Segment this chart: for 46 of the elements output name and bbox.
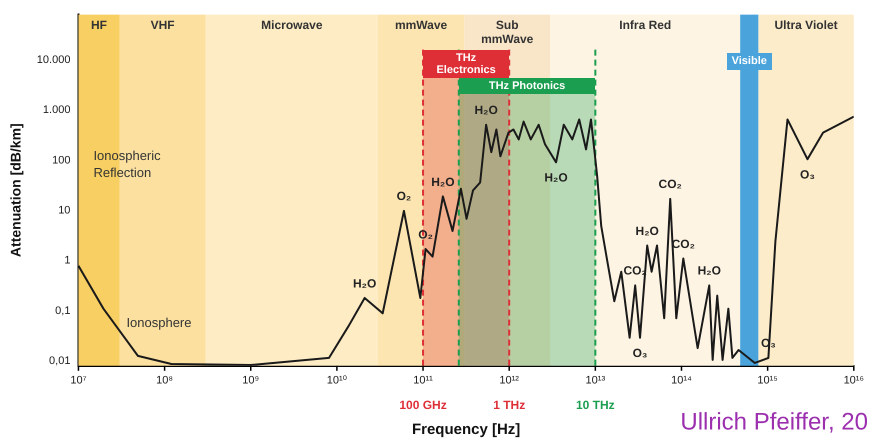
x-tick-label: 10¹² xyxy=(499,374,520,386)
x-tick-label: 10¹¹ xyxy=(413,374,434,386)
ref-line-label: 10 THz xyxy=(576,398,615,412)
text: Ullrich Pfeiffer, 20 xyxy=(680,408,868,436)
x-tick-label: 10¹⁴ xyxy=(671,374,692,386)
annotation: CO₂ xyxy=(658,177,682,192)
x-axis-title: Frequency [Hz] xyxy=(412,421,520,438)
annotation: H₂O xyxy=(474,103,498,118)
y-axis-title: Attenuation [dB/km] xyxy=(7,123,24,258)
annotation: O₃ xyxy=(800,168,815,182)
x-tick-label: 10¹⁶ xyxy=(844,374,864,386)
band-label: Sub mmWave xyxy=(481,18,534,46)
y-tick-label: 1 xyxy=(64,254,70,267)
x-tick-label: 10⁹ xyxy=(242,374,260,386)
y-tick-label: 10 xyxy=(58,204,70,216)
label-tag: THz Photonics xyxy=(458,78,596,94)
annotation: Ionospheric Reflection xyxy=(93,148,162,180)
x-tick-label: 10¹⁵ xyxy=(757,374,778,386)
annotation: Ionosphere xyxy=(126,315,192,330)
x-tick-label: 10⁸ xyxy=(156,374,174,386)
y-tick-label: 100 xyxy=(52,154,70,166)
x-tick-label: 10¹⁰ xyxy=(326,374,348,386)
y-tick-label: 0,1 xyxy=(55,304,70,317)
x-tick-label: 10⁷ xyxy=(70,374,87,386)
band-label: Microwave xyxy=(261,18,323,32)
annotation: O₃ xyxy=(632,346,648,360)
annotation: O₂ xyxy=(396,189,412,204)
annotation: O₂ xyxy=(418,227,433,242)
annotation: H₂O xyxy=(636,224,659,238)
label-tag: Visible xyxy=(726,52,772,70)
annotation: H₂O xyxy=(698,264,721,278)
annotation: H₂O xyxy=(544,170,568,185)
band-label: mmWave xyxy=(394,18,448,32)
annotation: H₂O xyxy=(352,276,376,290)
y-tick-label: 10.000 xyxy=(36,54,70,66)
annotation: H₂O xyxy=(431,174,455,189)
band-label: HF xyxy=(90,18,107,32)
band-label: VHF xyxy=(150,18,175,32)
ref-line-label: 1 THz xyxy=(493,398,526,412)
label-tag: THz Electronics xyxy=(423,50,510,78)
ref-line-label: 100 GHz xyxy=(399,398,447,412)
y-tick-label: 1.000 xyxy=(42,104,70,116)
x-tick-label: 10¹³ xyxy=(586,374,606,386)
y-tick-label: 0,01 xyxy=(49,354,70,367)
band-label: Ultra Violet xyxy=(774,18,838,32)
band-label: Infra Red xyxy=(619,18,672,32)
